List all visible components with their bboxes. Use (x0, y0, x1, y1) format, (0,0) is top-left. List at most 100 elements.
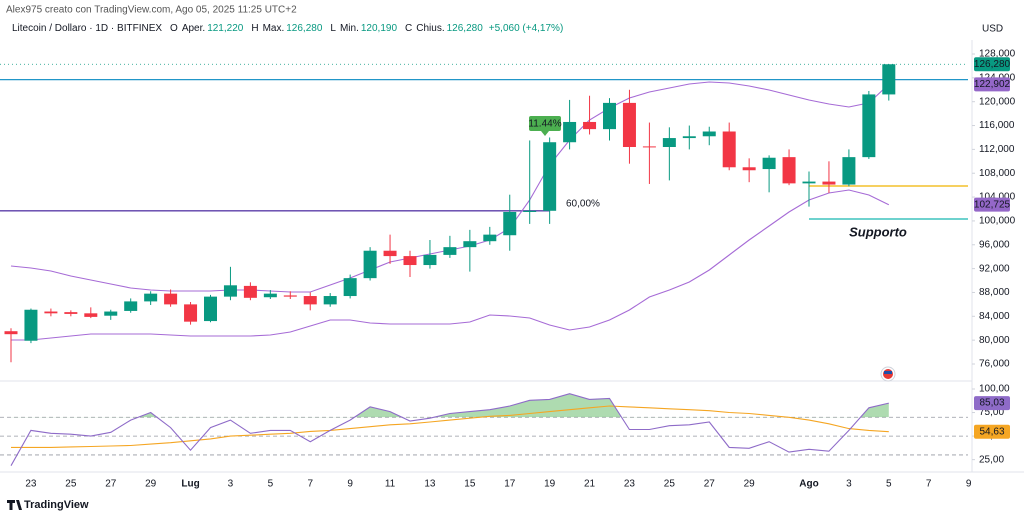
x-tick-label: 29 (145, 479, 157, 490)
y-tick-label: 128,000 (979, 49, 1016, 60)
y-tick-label: 100,00 (979, 384, 1010, 395)
candle-body (742, 167, 756, 171)
candle-body (263, 293, 277, 298)
price-box (974, 396, 1010, 411)
legend-part: Max. (263, 23, 285, 34)
price-box-label: 85,03 (979, 398, 1004, 409)
x-tick-label: 17 (504, 479, 516, 490)
candle-body (762, 157, 776, 170)
y-tick-label: 116,000 (979, 120, 1015, 131)
legend-part: Chius. (416, 23, 444, 34)
x-tick-label: 9 (347, 479, 353, 490)
x-tick-label: 23 (624, 479, 636, 490)
gain-tag-pointer (541, 131, 549, 136)
author-note: Alex975 creato con TradingView.com, Ago … (6, 5, 297, 16)
y-tick-label: 25,00 (979, 454, 1004, 465)
gain-label: 11.44% (528, 119, 561, 130)
candle-body (64, 312, 78, 314)
y-tick-label: 76,000 (979, 359, 1010, 370)
candle-body (223, 285, 237, 297)
candle-body (423, 254, 437, 266)
price-box-label: 54,63 (979, 426, 1004, 437)
x-tick-label: 13 (424, 479, 436, 490)
candle-body (363, 250, 377, 279)
candle-body (622, 102, 636, 148)
y-tick-label: 75,00 (979, 407, 1004, 418)
candle-body (702, 131, 716, 137)
brand-logo (7, 500, 22, 510)
candle-body (443, 247, 457, 255)
candle-body (782, 157, 796, 184)
candle-body (503, 211, 517, 236)
price-box-label: 126,280 (974, 59, 1011, 70)
y-tick-label: 104,000 (979, 192, 1016, 203)
candle-body (383, 250, 397, 257)
x-tick-label: 7 (307, 479, 313, 490)
candle-body (583, 121, 597, 130)
band-line (11, 189, 890, 341)
candle-body (164, 293, 178, 305)
price-box (974, 57, 1010, 72)
candle-body (104, 311, 118, 316)
rsi-ma-line (11, 405, 889, 448)
legend-part: 121,220 (207, 23, 244, 34)
x-tick-label: 3 (846, 479, 852, 490)
candle-body (303, 296, 317, 305)
x-tick-label: 27 (704, 479, 716, 490)
candle-body (124, 301, 138, 311)
price-box-label: 102,725 (974, 199, 1011, 210)
x-tick-label: 5 (268, 479, 274, 490)
x-tick-label: 23 (25, 479, 37, 490)
legend-part: H (251, 23, 258, 34)
x-tick-label: 5 (886, 479, 892, 490)
legend-part: 126,280 (286, 23, 323, 34)
price-box (974, 424, 1010, 439)
x-tick-label: 29 (744, 479, 756, 490)
candle-body (243, 285, 257, 298)
x-tick-label: 9 (966, 479, 972, 490)
legend-part: L (330, 23, 336, 34)
x-tick-label: 3 (228, 479, 234, 490)
candle-body (642, 146, 656, 148)
candle-body (144, 293, 158, 302)
candle-body (283, 295, 297, 297)
candle-body (483, 234, 497, 242)
candle-body (682, 136, 696, 139)
event-icon (880, 366, 896, 382)
legend-part: Litecoin / Dollaro · 1D · BITFINEX (12, 23, 162, 34)
x-tick-label: 19 (544, 479, 556, 490)
candle-body (882, 64, 896, 95)
legend-part: C (405, 23, 412, 34)
symbol-legend: Litecoin / Dollaro · 1D · BITFINEX O Aper.… (12, 23, 563, 34)
candle-body (543, 142, 557, 211)
x-tick-label: 27 (105, 479, 117, 490)
currency: USD (982, 24, 1003, 35)
candle-body (722, 131, 736, 168)
candle-body (603, 102, 616, 130)
candle-body (403, 256, 417, 266)
x-tick-label: 25 (664, 479, 676, 490)
x-tick-label: 21 (584, 479, 596, 490)
legend-part: O (170, 23, 178, 34)
candle-body (343, 278, 357, 297)
price-box (974, 197, 1010, 212)
candle-body (84, 313, 98, 317)
candle-body (563, 121, 577, 143)
candle-body (862, 94, 876, 158)
price-box-label: 122,902 (974, 79, 1011, 90)
y-tick-label: 96,000 (979, 239, 1010, 250)
brand: TradingView (24, 499, 89, 511)
candle-body (204, 296, 217, 322)
y-tick-label: 84,000 (979, 311, 1010, 322)
x-tick-label: 7 (926, 479, 932, 490)
x-tick-label: 25 (65, 479, 77, 490)
legend-part: 126,280 (447, 23, 484, 34)
candle-body (662, 138, 676, 148)
legend-part: Aper. (182, 23, 205, 34)
support-label: Supporto (849, 224, 907, 239)
price-box (974, 77, 1010, 92)
y-tick-label: 108,000 (979, 168, 1016, 179)
candle-body (24, 309, 38, 341)
